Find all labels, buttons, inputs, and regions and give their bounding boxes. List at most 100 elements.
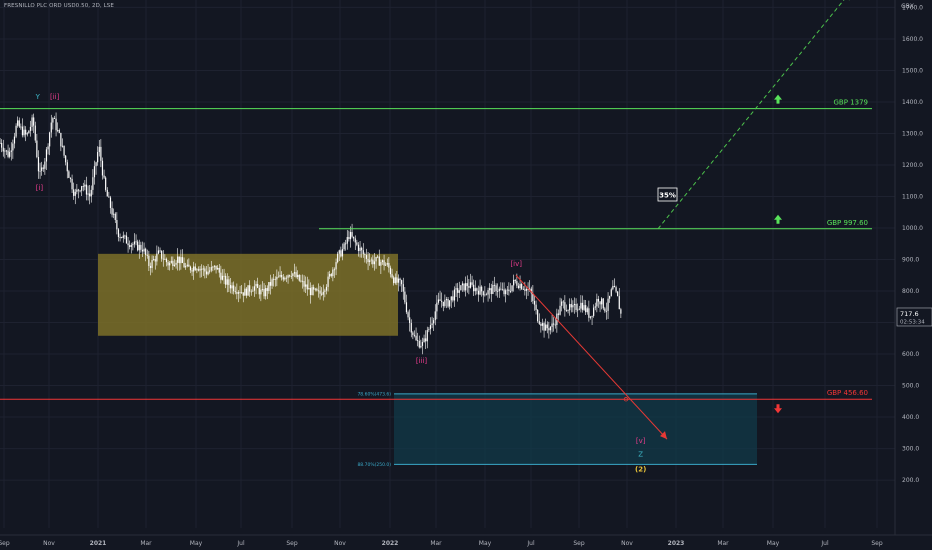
candle-body: [290, 276, 292, 277]
candle-body: [165, 258, 168, 263]
candle-body: [20, 126, 22, 128]
time-axis[interactable]: Sep Nov 2021 Mar May Jul Sep Nov 2022 Mar May Jul Se…: [0, 534, 932, 547]
candle-body: [21, 126, 24, 136]
candle-body: [133, 241, 136, 245]
percent-badge-frame: [657, 187, 678, 202]
candle-body: [47, 146, 49, 150]
candle-body: [95, 162, 97, 167]
candle-body: [388, 262, 390, 268]
candle-body: [213, 265, 216, 267]
candle-body: [135, 241, 137, 243]
candle-body: [489, 288, 491, 291]
candle-body: [492, 284, 494, 295]
candle-body: [49, 132, 51, 147]
candle-body: [503, 289, 505, 295]
candle-body: [569, 304, 571, 311]
candle-body: [103, 175, 105, 178]
candle-body: [247, 285, 249, 296]
candle-body: [377, 256, 379, 258]
last-price-tag-frame: [896, 307, 932, 327]
candle-body: [485, 294, 488, 296]
candle-body: [332, 269, 334, 277]
candle-body: [365, 255, 368, 259]
candle-body: [324, 290, 326, 292]
candle-body: [241, 292, 243, 294]
candle-body: [549, 326, 552, 331]
fib-levels: 78.60%(473.6) 88.70%(250.0): [357, 391, 757, 468]
candle-body: [413, 334, 416, 336]
candle-body: [356, 242, 358, 245]
price-tick-15: 1700.0: [902, 4, 923, 11]
level-arrow-1: [774, 214, 782, 224]
candle-body: [34, 125, 36, 141]
candle-body: [418, 340, 420, 348]
candle-body: [362, 250, 364, 255]
candle-body: [415, 335, 417, 341]
candle-body: [431, 323, 433, 326]
candle-body: [553, 323, 555, 325]
downtrend-arrow-line: [515, 274, 668, 440]
candle-body: [236, 292, 238, 294]
candle-body: [196, 269, 198, 271]
candle-body: [565, 310, 568, 311]
wave-label-1: [ii]: [50, 93, 60, 101]
symbol-header: FRESNILLO PLC ORD USD0.50, 2D, LSE: [4, 3, 114, 9]
price-tick-14: 1600.0: [902, 36, 923, 43]
price-tick-3: 500.0: [902, 383, 919, 390]
candle-body: [458, 290, 460, 293]
time-tick-11: Jul: [526, 540, 535, 547]
candle-body: [225, 275, 227, 285]
candle-body: [391, 274, 393, 278]
price-axis[interactable]: 200.0300.0400.0500.0600.0700.0800.0900.0…: [894, 0, 923, 535]
candle-body: [410, 322, 412, 333]
price-tick-12: 1400.0: [902, 99, 923, 106]
candle-body: [199, 268, 201, 271]
candle-body: [7, 150, 9, 157]
candle-body: [79, 190, 81, 192]
candle-body: [25, 129, 27, 135]
candle-body: [594, 306, 596, 308]
candle-body: [340, 250, 342, 257]
candle-body: [36, 140, 38, 158]
projection-line: [657, 0, 845, 230]
time-tick-4: May: [190, 540, 203, 547]
candle-body: [125, 235, 128, 244]
level-label-2: GBP 456.60: [827, 389, 868, 397]
candle-body: [359, 247, 361, 251]
candle-body: [405, 302, 408, 313]
candle-body: [517, 285, 520, 288]
candle-body: [257, 283, 259, 288]
candle-body: [575, 303, 577, 310]
candle-body: [194, 266, 196, 271]
time-tick-1: Nov: [43, 540, 55, 547]
candle-body: [41, 167, 43, 171]
candle-body: [153, 259, 155, 260]
candle-body: [396, 277, 398, 283]
candle-body: [386, 262, 388, 265]
candle-body: [349, 232, 352, 240]
candle-body: [460, 285, 462, 291]
candle-body: [589, 316, 592, 318]
candle-body: [561, 301, 563, 306]
candle-body: [97, 152, 99, 163]
time-tick-18: Sep: [871, 540, 883, 547]
candle-body: [378, 256, 380, 266]
candle-body: [255, 283, 257, 287]
candle-body: [10, 150, 12, 152]
candle-body: [586, 308, 588, 313]
candle-body: [473, 284, 475, 292]
candle-body: [57, 129, 59, 131]
candle-body: [508, 289, 510, 292]
target-zone: [394, 393, 757, 465]
candle-body: [402, 284, 404, 292]
candle-body: [493, 284, 496, 286]
candle-body: [285, 277, 288, 279]
candle-body: [597, 298, 600, 302]
candle-body: [572, 305, 574, 308]
candle-body: [5, 150, 8, 152]
candle-body: [530, 288, 532, 294]
candle-body: [151, 259, 153, 268]
candle-body: [52, 118, 54, 123]
candle-body: [66, 162, 68, 172]
